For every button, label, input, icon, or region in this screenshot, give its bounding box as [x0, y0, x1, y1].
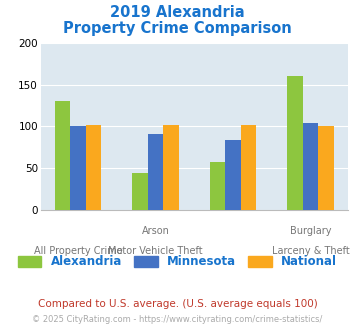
Bar — [163, 125, 179, 210]
Text: © 2025 CityRating.com - https://www.cityrating.com/crime-statistics/: © 2025 CityRating.com - https://www.city… — [32, 315, 323, 324]
Bar — [241, 125, 256, 210]
Bar — [210, 162, 225, 210]
Text: Arson: Arson — [142, 226, 170, 236]
Bar — [303, 123, 318, 210]
Bar — [55, 101, 70, 210]
Bar — [288, 76, 303, 210]
Text: All Property Crime: All Property Crime — [34, 246, 122, 256]
Text: Larceny & Theft: Larceny & Theft — [272, 246, 350, 256]
Legend: Alexandria, Minnesota, National: Alexandria, Minnesota, National — [13, 250, 342, 273]
Text: Property Crime Comparison: Property Crime Comparison — [63, 21, 292, 36]
Bar — [225, 140, 241, 210]
Text: 2019 Alexandria: 2019 Alexandria — [110, 5, 245, 20]
Bar — [132, 173, 148, 210]
Text: Burglary: Burglary — [290, 226, 332, 236]
Bar — [86, 125, 101, 210]
Text: Compared to U.S. average. (U.S. average equals 100): Compared to U.S. average. (U.S. average … — [38, 299, 317, 309]
Bar — [148, 134, 163, 210]
Bar — [318, 126, 334, 210]
Text: Motor Vehicle Theft: Motor Vehicle Theft — [108, 246, 203, 256]
Bar — [70, 126, 86, 210]
